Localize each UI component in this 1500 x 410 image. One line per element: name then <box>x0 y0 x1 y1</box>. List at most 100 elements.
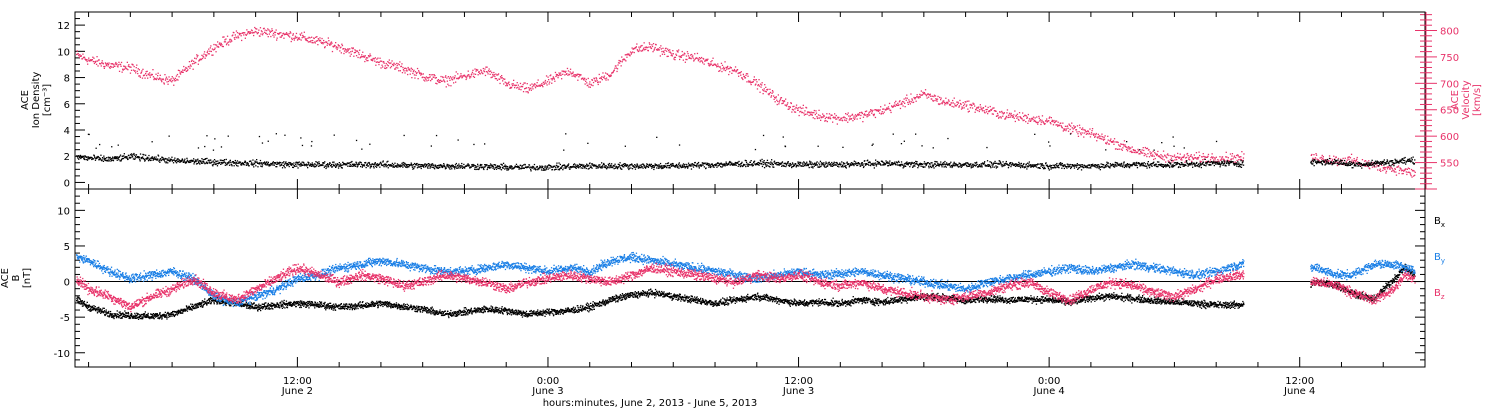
density-series-point <box>864 163 866 165</box>
velocity-series-point <box>1236 154 1238 157</box>
velocity-series-point <box>906 97 908 99</box>
velocity-series-point <box>477 69 479 71</box>
density-series-point <box>276 161 278 163</box>
density-series-point <box>509 165 511 167</box>
density-series-point <box>874 163 876 165</box>
density-series-point <box>556 162 558 164</box>
velocity-series-point <box>144 77 146 79</box>
velocity-series-point <box>85 59 87 61</box>
time-tick-label: 0:00 <box>1038 376 1060 387</box>
velocity-series-point <box>866 116 868 118</box>
velocity-series-point <box>1154 152 1156 154</box>
density-series-point <box>875 159 877 161</box>
velocity-series-point <box>502 78 504 80</box>
velocity-series-point <box>1080 134 1082 136</box>
velocity-series-point <box>784 104 786 106</box>
density-series-point <box>504 164 506 166</box>
density-series-point <box>111 159 113 161</box>
velocity-series-point <box>1192 158 1194 160</box>
density-series-point <box>576 164 579 166</box>
density-series-point <box>661 166 663 168</box>
velocity-series-point <box>358 53 360 56</box>
density-series-point <box>604 165 606 167</box>
density-series-point <box>335 166 337 168</box>
velocity-series-point <box>767 88 769 90</box>
density-series-point <box>738 160 740 163</box>
density-series-point <box>745 160 747 162</box>
density-series-point <box>119 160 121 162</box>
velocity-series-point <box>84 58 87 60</box>
velocity-series-point <box>406 68 408 70</box>
velocity-series-point <box>896 104 898 106</box>
density-series-point <box>737 165 739 167</box>
velocity-series-point <box>450 85 452 87</box>
velocity-series-point <box>945 101 948 104</box>
density-series-point <box>239 161 242 163</box>
velocity-series-point <box>141 70 143 72</box>
density-series-point <box>367 162 369 164</box>
density-series-point <box>687 166 689 168</box>
density-series-point <box>230 161 232 164</box>
velocity-series-point <box>1040 123 1042 126</box>
velocity-series-point <box>755 79 757 81</box>
velocity-series-point <box>1086 133 1088 135</box>
density-series-point <box>589 162 591 164</box>
density-series-point <box>166 158 168 160</box>
velocity-series-point <box>948 100 950 102</box>
velocity-series-point <box>245 34 247 36</box>
velocity-series-point <box>223 36 225 38</box>
velocity-series-point <box>396 64 398 67</box>
velocity-series-point <box>340 46 342 48</box>
velocity-series-point <box>1378 165 1380 167</box>
velocity-series-point <box>858 113 860 115</box>
velocity-series-point <box>375 61 377 63</box>
velocity-series-point <box>1156 153 1158 155</box>
density-series-point <box>459 167 461 169</box>
density-series-point <box>989 161 991 163</box>
density-series-point <box>165 158 167 160</box>
density-series-point <box>951 164 953 167</box>
velocity-series-point <box>742 78 744 81</box>
density-series-point <box>938 165 940 167</box>
velocity-series-point <box>105 64 108 67</box>
velocity-series-point <box>98 59 100 61</box>
density-series-point <box>332 161 334 163</box>
density-series-point <box>460 165 462 167</box>
density-series-point <box>813 165 815 167</box>
velocity-series-point <box>348 52 350 54</box>
velocity-series-point <box>1414 171 1416 173</box>
velocity-series-point <box>771 92 773 94</box>
velocity-series-point <box>395 66 397 69</box>
velocity-series-point <box>206 51 208 53</box>
velocity-series-point <box>729 66 731 68</box>
density-series-point <box>132 153 134 156</box>
density-series-point <box>209 162 211 164</box>
velocity-series-point <box>1330 158 1332 160</box>
velocity-series-point <box>392 63 394 65</box>
velocity-tick-label: 750 <box>1440 53 1459 64</box>
velocity-series-point <box>661 53 664 55</box>
density-series-point <box>422 165 424 167</box>
density-series-point <box>956 165 959 167</box>
velocity-series-point <box>107 63 110 66</box>
velocity-series-point <box>1016 113 1019 115</box>
density-series-point <box>778 164 780 166</box>
density-series-point <box>467 163 469 165</box>
velocity-series-point <box>101 62 103 64</box>
velocity-series-point <box>557 77 559 79</box>
velocity-series-point <box>414 71 417 73</box>
velocity-series-point <box>291 37 293 39</box>
velocity-series-point <box>900 102 903 104</box>
density-series-point <box>98 159 100 161</box>
velocity-series-point <box>554 71 557 74</box>
velocity-series-point <box>928 96 930 98</box>
density-series-point <box>473 164 475 167</box>
density-series-point <box>941 164 944 166</box>
velocity-series-point <box>480 70 482 72</box>
velocity-series-point <box>1401 173 1403 175</box>
velocity-series-point <box>493 74 495 76</box>
velocity-series-point <box>1134 150 1136 152</box>
density-series-point <box>547 166 549 168</box>
density-series-point <box>918 165 920 167</box>
density-series-point <box>463 163 465 166</box>
